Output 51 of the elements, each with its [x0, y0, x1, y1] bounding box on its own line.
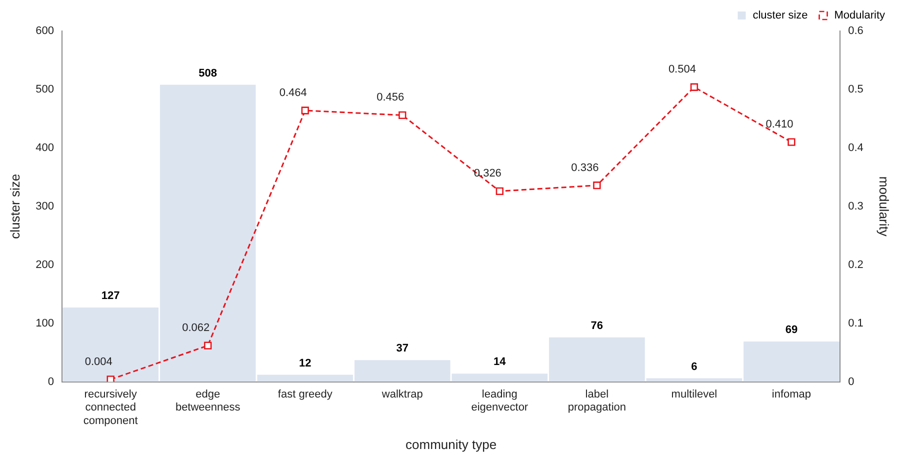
point	[398, 111, 406, 120]
x-tick-label: recursively connected component	[83, 388, 138, 427]
x-tick-label: infomap	[772, 388, 812, 400]
point	[301, 106, 309, 114]
y2-tick-label: 0	[848, 376, 854, 388]
data-label: 0.410	[766, 118, 794, 131]
data-label: 69	[785, 324, 798, 336]
data-label: 0.004	[84, 356, 112, 368]
point	[204, 342, 212, 350]
y-tick-label: 100	[36, 317, 54, 330]
data-label: 12	[299, 357, 312, 370]
data-label: 0.464	[279, 87, 307, 100]
x-tick-label: label propagation	[568, 388, 626, 414]
data-label: 76	[590, 320, 604, 332]
y-tick-label: 500	[36, 84, 54, 96]
legend-label: cluster size	[752, 10, 808, 22]
point	[690, 83, 698, 91]
point	[496, 187, 504, 196]
data-label: 0.504	[668, 64, 696, 76]
data-label: 508	[198, 67, 218, 80]
data-label: 0.062	[182, 322, 210, 334]
x-tick-label: walktrap	[380, 388, 423, 400]
x-tick-label: edge betweenness	[175, 388, 241, 414]
y-tick-label: 200	[36, 258, 54, 271]
point	[106, 376, 114, 382]
data-label: 0.456	[376, 92, 404, 104]
y2-axis-title: modularity	[876, 176, 892, 237]
y-tick-label: 300	[36, 200, 54, 212]
y2-tick-label: 0.4	[848, 142, 864, 154]
point	[788, 138, 796, 146]
legend-label: Modularity	[834, 10, 886, 22]
y2-tick-label: 0.3	[848, 200, 864, 212]
y2-tick-label: 0.5	[848, 84, 864, 96]
x-tick-label: fast greedy	[278, 388, 333, 400]
y2-tick-label: 0.2	[848, 258, 864, 271]
y-axis-title: cluster size	[7, 174, 22, 239]
data-label: 6	[691, 360, 698, 373]
y-tick-label: 400	[36, 142, 54, 154]
y-tick-label: 600	[36, 25, 54, 38]
y-tick-label: 0	[48, 376, 54, 388]
y2-tick-label: 0.6	[848, 25, 864, 38]
data-label: 14	[494, 356, 507, 368]
x-axis-title: community type	[406, 436, 497, 452]
data-label: 127	[101, 290, 120, 302]
y2-tick-label: 0.1	[848, 317, 864, 330]
data-label: 0.336	[571, 162, 599, 174]
x-tick-label: multilevel	[671, 388, 718, 400]
point	[593, 182, 601, 190]
data-label: 0.326	[474, 168, 502, 180]
x-tick-label: leading eigenvector	[471, 388, 528, 414]
data-label: 37	[396, 342, 409, 355]
